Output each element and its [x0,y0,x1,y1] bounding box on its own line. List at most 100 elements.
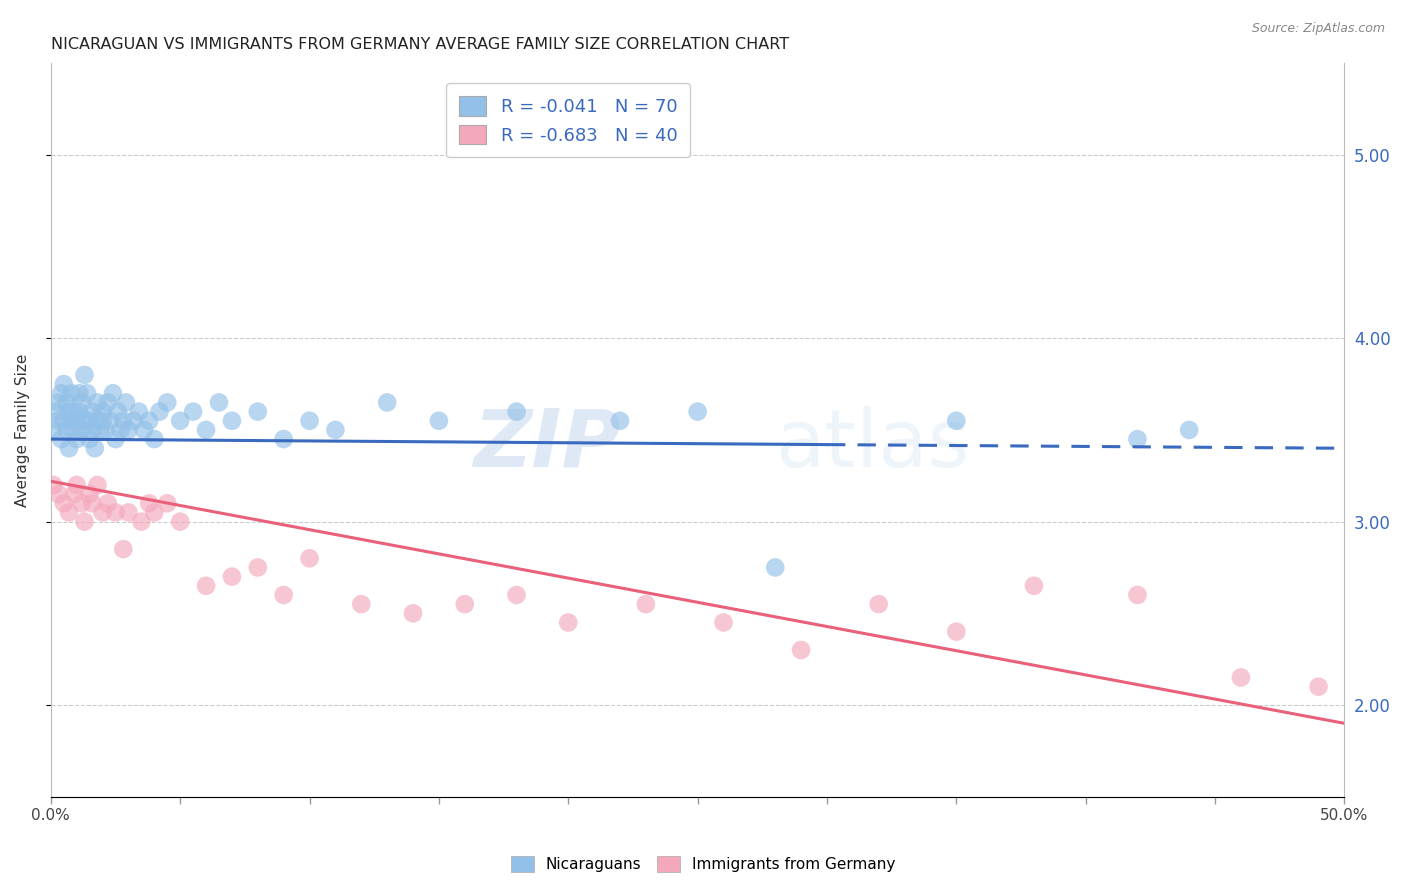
Point [67,386,90,401]
Point [83,442,105,456]
Point [63,423,86,437]
Point [70,395,93,409]
Point [89,423,111,437]
Point [375,395,398,409]
Point [454,597,477,611]
Point [868,597,890,611]
Point [325,423,347,437]
Point [82,496,104,510]
Point [60,386,83,401]
Point [52,377,75,392]
Point [713,615,735,630]
Point [402,607,425,621]
Point [1126,588,1149,602]
Point [138,414,160,428]
Point [42,478,65,492]
Point [86,395,108,409]
Point [98,414,121,428]
Point [246,404,269,418]
Point [350,597,373,611]
Text: ZIP: ZIP [472,406,620,483]
Point [55,423,77,437]
Point [70,496,93,510]
Point [298,414,321,428]
Point [181,404,204,418]
Point [1178,423,1201,437]
Point [66,478,89,492]
Point [221,414,243,428]
Point [76,386,98,401]
Point [427,414,450,428]
Point [117,423,139,437]
Point [763,560,786,574]
Point [945,624,967,639]
Point [82,423,104,437]
Point [79,414,101,428]
Point [104,505,127,519]
Point [148,404,170,418]
Point [169,515,191,529]
Point [73,414,96,428]
Point [609,414,631,428]
Point [273,432,295,446]
Point [82,404,104,418]
Point [97,395,120,409]
Point [48,487,70,501]
Point [143,432,166,446]
Point [58,505,80,519]
Point [298,551,321,566]
Text: atlas: atlas [775,406,970,483]
Point [51,432,73,446]
Text: Source: ZipAtlas.com: Source: ZipAtlas.com [1251,22,1385,36]
Point [70,423,93,437]
Point [52,496,75,510]
Point [48,395,70,409]
Point [686,404,709,418]
Point [195,423,218,437]
Point [156,496,179,510]
Point [104,432,127,446]
Point [73,515,96,529]
Point [91,505,114,519]
Point [505,404,527,418]
Point [273,588,295,602]
Text: NICARAGUAN VS IMMIGRANTS FROM GERMANY AVERAGE FAMILY SIZE CORRELATION CHART: NICARAGUAN VS IMMIGRANTS FROM GERMANY AV… [51,37,789,53]
Point [51,386,73,401]
Y-axis label: Average Family Size: Average Family Size [15,353,30,507]
Point [1022,579,1045,593]
Point [60,414,83,428]
Point [42,423,65,437]
Point [143,505,166,519]
Point [86,414,108,428]
Point [221,569,243,583]
Point [557,615,579,630]
Point [195,579,218,593]
Point [94,423,117,437]
Point [79,432,101,446]
Point [107,404,129,418]
Point [73,368,96,382]
Point [138,496,160,510]
Point [101,386,124,401]
Legend: R = -0.041   N = 70, R = -0.683   N = 40: R = -0.041 N = 70, R = -0.683 N = 40 [447,83,690,157]
Point [156,395,179,409]
Point [208,395,231,409]
Point [1126,432,1149,446]
Point [66,432,89,446]
Point [66,414,89,428]
Point [58,404,80,418]
Point [45,404,67,418]
Point [790,643,813,657]
Point [246,560,269,574]
Point [128,404,150,418]
Point [52,414,75,428]
Point [110,423,132,437]
Point [55,395,77,409]
Point [79,487,101,501]
Point [131,515,153,529]
Point [1230,671,1253,685]
Point [112,414,135,428]
Point [122,414,145,428]
Point [63,487,86,501]
Point [1308,680,1330,694]
